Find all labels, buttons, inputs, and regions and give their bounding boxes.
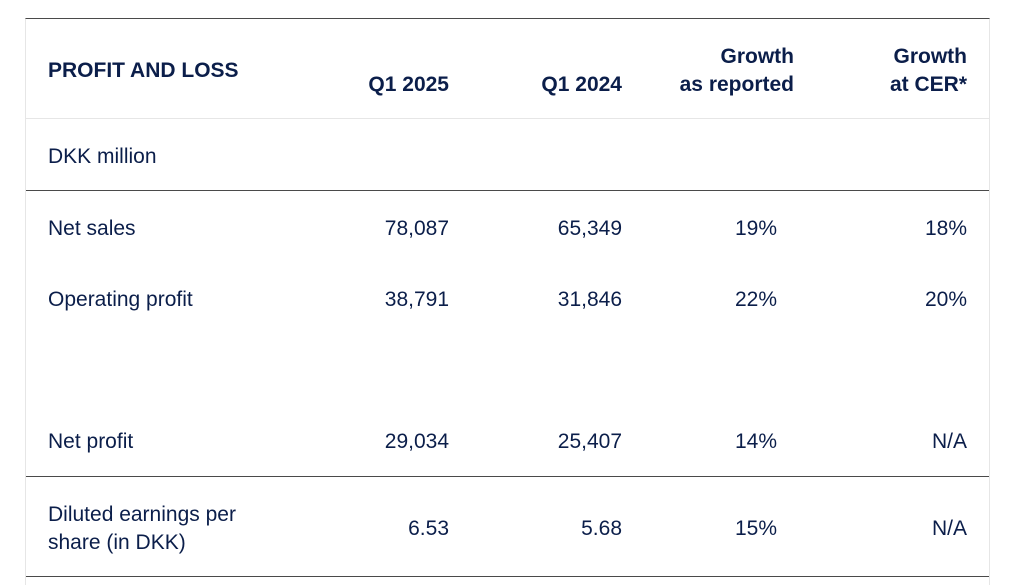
operating-profit-growth-reported: 22% <box>734 288 778 311</box>
net-profit-q1-2024: 25,407 <box>557 430 622 453</box>
table-title: PROFIT AND LOSS <box>48 59 239 82</box>
net-profit-growth-reported: 14% <box>734 430 778 453</box>
net-sales-q1-2024: 65,349 <box>557 217 622 240</box>
row-label-operating-profit: Operating profit <box>48 288 193 311</box>
net-profit-growth-cer: N/A <box>931 430 967 453</box>
operating-profit-q1-2025: 38,791 <box>384 288 449 311</box>
eps-q1-2024: 5.68 <box>581 517 622 540</box>
net-sales-growth-reported: 19% <box>734 217 778 240</box>
table-header-row: PROFIT AND LOSS Q1 2025 Q1 2024 Growth a… <box>26 19 989 119</box>
column-header-growth-reported-line2: as reported <box>679 73 794 96</box>
net-sales-q1-2025: 78,087 <box>384 217 449 240</box>
operating-profit-q1-2024: 31,846 <box>557 288 622 311</box>
net-profit-q1-2025: 29,034 <box>384 430 449 453</box>
column-header-q1-2025: Q1 2025 <box>368 73 449 96</box>
row-label-net-sales: Net sales <box>48 217 136 240</box>
operating-profit-growth-cer: 20% <box>924 288 967 311</box>
column-header-q1-2024: Q1 2024 <box>541 73 622 96</box>
column-header-growth-cer-line1: Growth <box>893 45 968 68</box>
eps-growth-cer: N/A <box>931 517 967 540</box>
row-label-net-profit: Net profit <box>48 430 134 453</box>
profit-and-loss-table: PROFIT AND LOSS Q1 2025 Q1 2024 Growth a… <box>25 18 990 585</box>
eps-label-line1: Diluted earnings per <box>48 503 236 526</box>
unit-label: DKK million <box>48 145 157 168</box>
column-header-growth-cer-line2: at CER* <box>889 73 967 96</box>
eps-q1-2025: 6.53 <box>408 517 449 540</box>
net-sales-growth-cer: 18% <box>924 217 967 240</box>
eps-row: Diluted earnings per share (in DKK) 6.53… <box>26 477 989 577</box>
table-body: Net sales 78,087 65,349 19% 18% Operatin… <box>26 191 989 477</box>
unit-row: DKK million <box>26 119 989 191</box>
eps-label-line2: share (in DKK) <box>48 531 186 554</box>
eps-growth-reported: 15% <box>734 517 778 540</box>
column-header-growth-reported-line1: Growth <box>720 45 795 68</box>
